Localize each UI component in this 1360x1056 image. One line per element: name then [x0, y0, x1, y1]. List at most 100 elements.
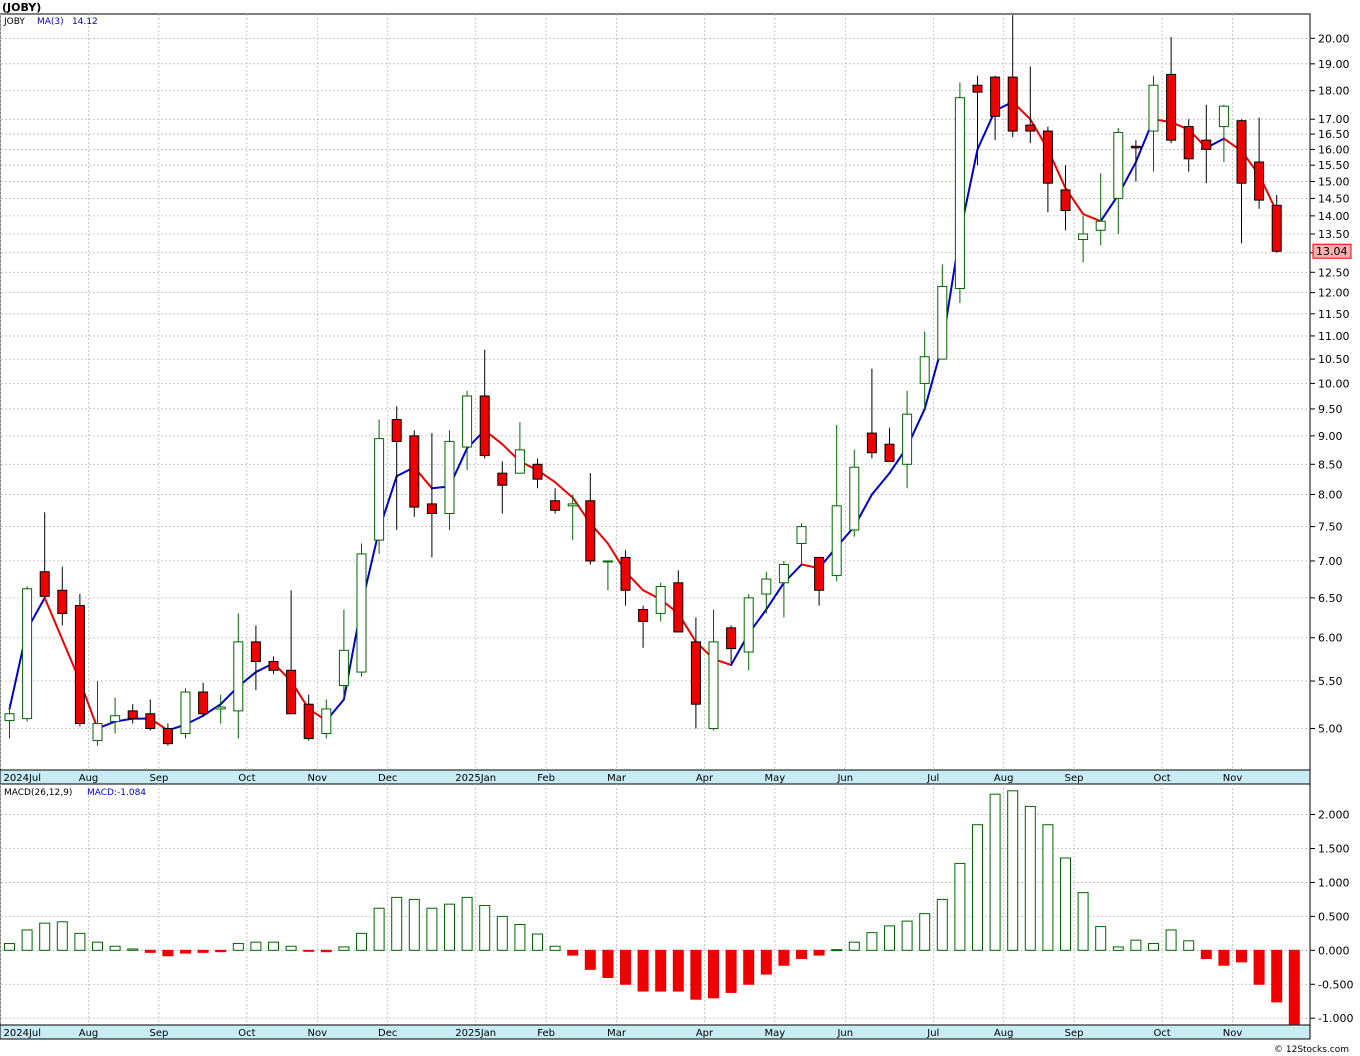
- candle-up: [796, 526, 807, 544]
- price-tick-label: 16.50: [1318, 128, 1350, 141]
- price-x-tick-label: Feb: [537, 773, 555, 784]
- candle-up: [180, 691, 191, 734]
- macd-tick-label: 2.000: [1318, 809, 1350, 822]
- candle-down: [1060, 189, 1071, 212]
- candle-down: [1166, 73, 1177, 141]
- macd-bar-positive: [514, 924, 526, 951]
- candle-down: [39, 571, 50, 597]
- macd-tick-label: -0.500: [1318, 978, 1353, 991]
- macd-x-tick-label: May: [765, 1028, 786, 1039]
- candle-down: [1183, 126, 1194, 160]
- candle-down: [1271, 204, 1282, 252]
- candle-up: [1078, 233, 1089, 241]
- candle-down: [585, 500, 596, 562]
- ma-segment: [976, 109, 997, 151]
- macd-x-tick-label: Jul: [926, 1028, 939, 1039]
- candle-up: [919, 356, 930, 384]
- price-grid: [0, 14, 1310, 770]
- price-tick-label: 17.00: [1318, 113, 1350, 126]
- price-tick-label: 14.50: [1318, 192, 1350, 205]
- macd-bar-positive: [936, 898, 948, 951]
- candle-up: [338, 649, 349, 687]
- candle-down: [972, 84, 983, 93]
- macd-bar-negative: [708, 949, 719, 999]
- price-tick-label: 12.50: [1318, 266, 1350, 279]
- macd-x-tick-label: Oct: [1153, 1028, 1170, 1039]
- candle-down: [1007, 76, 1018, 132]
- candle-down: [1130, 145, 1141, 149]
- ma-segment: [43, 596, 81, 683]
- candle-down: [268, 661, 279, 671]
- price-x-tick-label: Oct: [238, 773, 255, 784]
- candle-up: [778, 564, 789, 584]
- macd-bar-negative: [197, 949, 209, 953]
- price-x-tick-label: Sep: [149, 773, 168, 784]
- candle-up: [4, 713, 15, 722]
- price-y-axis: 5.00 5.50 6.00 6.50 7.00 7.50 8.00 8.50 9.00 9.50…: [1310, 32, 1350, 735]
- macd-bar-negative: [584, 949, 596, 970]
- price-tick-label: 11.00: [1318, 330, 1350, 343]
- price-x-tick-label: 2024Jul: [4, 773, 42, 784]
- candle-down: [162, 727, 173, 745]
- price-tick-label: 12.00: [1318, 287, 1350, 300]
- macd-bar-negative: [162, 949, 174, 957]
- candle-down: [391, 419, 402, 442]
- price-x-tick-label: Oct: [1153, 773, 1170, 784]
- price-legend-symbol: JOBY: [3, 17, 25, 27]
- macd-bar-positive: [1007, 790, 1019, 951]
- macd-panel: [0, 783, 1311, 1026]
- macd-x-tick-label: Jun: [836, 1028, 853, 1039]
- candle-down: [990, 76, 1001, 117]
- last-price-label: 13.04: [1316, 245, 1348, 258]
- candle-down: [814, 556, 825, 591]
- macd-bar-negative: [760, 949, 772, 975]
- macd-bar-positive: [232, 943, 244, 951]
- macd-bar-positive: [1183, 940, 1195, 951]
- macd-bar-positive: [1095, 926, 1107, 951]
- macd-bar-negative: [796, 949, 807, 959]
- candle-up: [937, 285, 948, 360]
- macd-bar-positive: [250, 941, 262, 951]
- macd-bar-negative: [672, 949, 684, 992]
- candle-up: [831, 505, 842, 576]
- macd-bar-positive: [426, 907, 438, 951]
- macd-bar-negative: [1288, 949, 1300, 1025]
- price-tick-label: 16.00: [1318, 143, 1350, 156]
- macd-x-tick-label: Feb: [537, 1028, 555, 1039]
- candle-up: [321, 708, 332, 734]
- price-x-tick-label: Sep: [1065, 773, 1084, 784]
- macd-bar-negative: [637, 949, 649, 992]
- macd-x-axis: 2024Jul Aug Sep Oct Nov Dec 2025Jan Feb Mar Apr Ma…: [4, 1028, 1243, 1039]
- macd-bar-negative: [602, 949, 614, 978]
- macd-bar-negative: [743, 949, 755, 985]
- macd-bar-positive: [373, 907, 385, 951]
- candle-down: [250, 641, 261, 663]
- price-tick-label: 6.00: [1318, 632, 1343, 645]
- macd-bar-positive: [1060, 857, 1071, 951]
- price-tick-label: 6.50: [1318, 592, 1343, 605]
- macd-x-tick-label: Oct: [238, 1028, 255, 1039]
- price-x-tick-label: Dec: [378, 773, 397, 784]
- macd-bar-positive: [1148, 943, 1159, 951]
- price-tick-label: 8.50: [1318, 458, 1343, 471]
- macd-bar-positive: [444, 903, 455, 951]
- candle-down: [638, 608, 649, 622]
- macd-bar-negative: [725, 949, 737, 993]
- ma-segment: [765, 581, 785, 611]
- macd-bar-negative: [1236, 949, 1247, 963]
- candle-down: [550, 500, 561, 511]
- price-tick-label: 10.50: [1318, 353, 1350, 366]
- candle-up: [954, 97, 965, 289]
- price-x-tick-label: May: [765, 773, 786, 784]
- macd-bar-positive: [901, 920, 913, 951]
- macd-bar-negative: [620, 949, 631, 985]
- macd-bar-positive: [56, 921, 68, 951]
- ma-segment: [1082, 213, 1102, 223]
- candle-up: [233, 641, 244, 712]
- price-x-axis-band: [0, 769, 1311, 785]
- macd-bar-negative: [1271, 949, 1283, 1003]
- macd-bar-positive: [1024, 805, 1036, 951]
- price-x-tick-label: Mar: [607, 773, 627, 784]
- macd-bar-negative: [567, 949, 579, 956]
- macd-bar-positive: [461, 896, 473, 951]
